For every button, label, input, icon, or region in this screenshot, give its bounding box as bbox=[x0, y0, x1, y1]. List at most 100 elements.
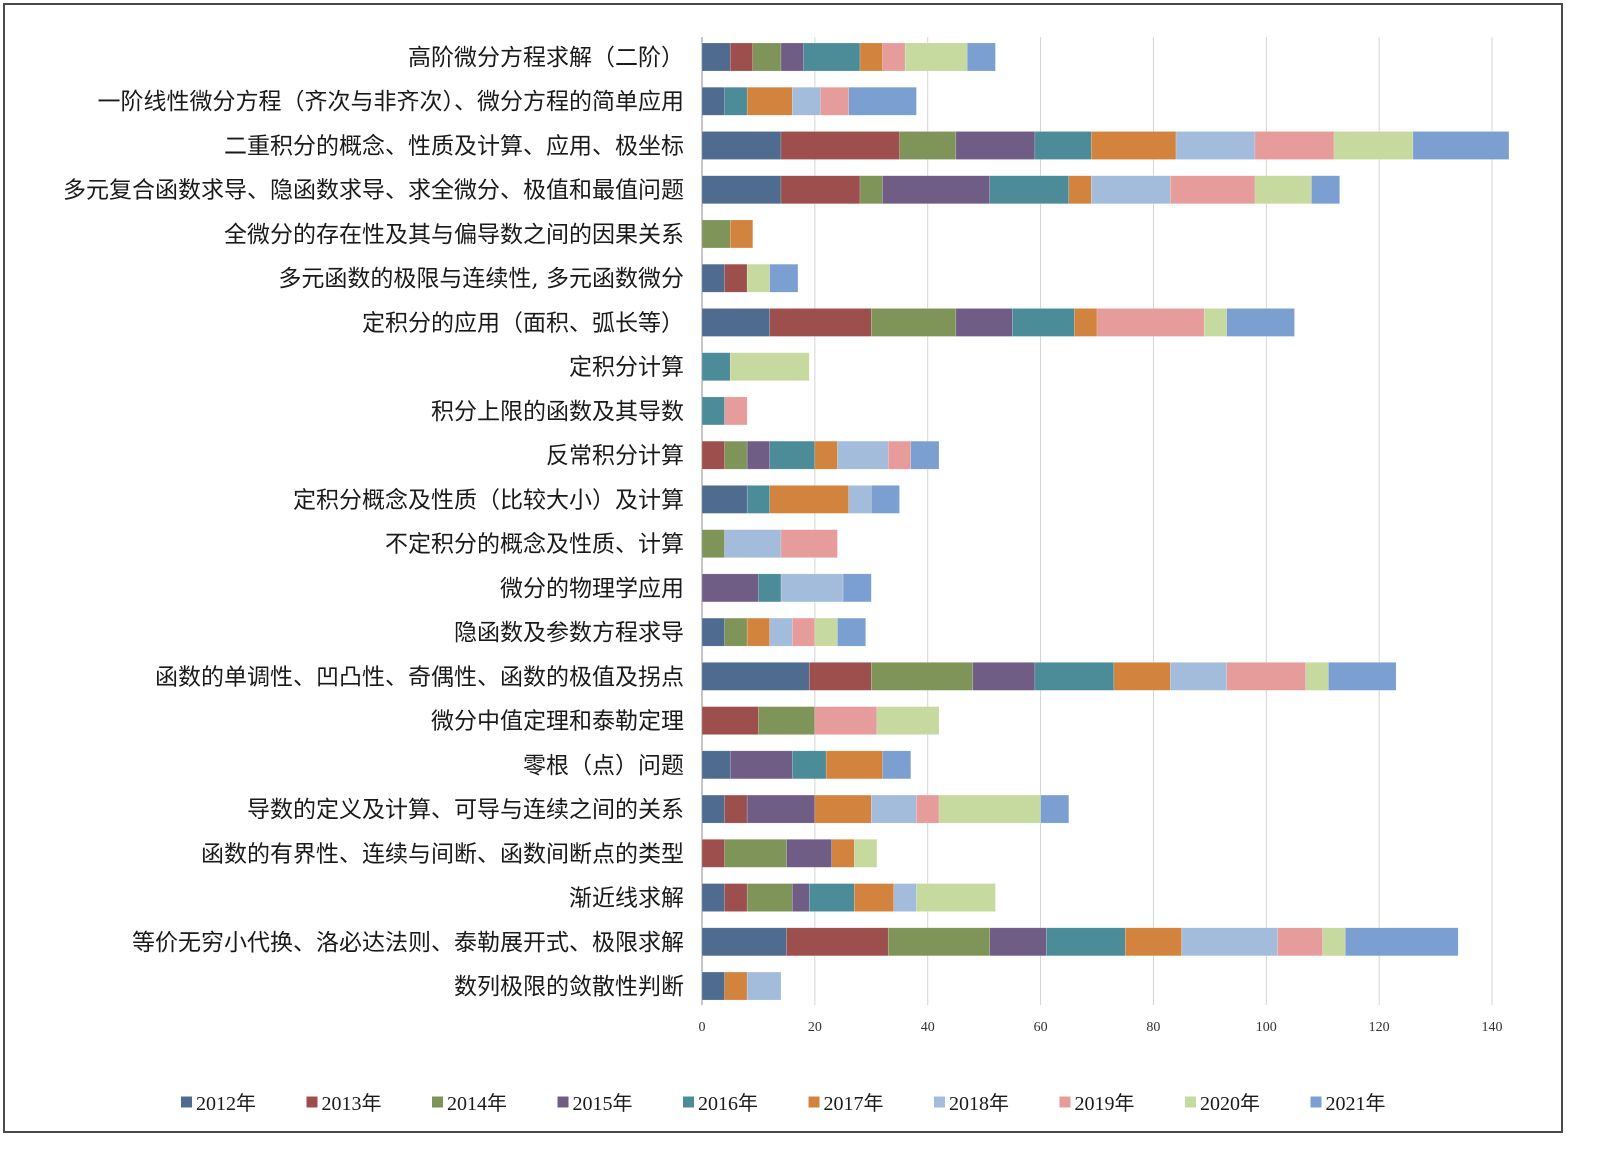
bar-segment bbox=[910, 440, 940, 470]
category-label: 多元复合函数求导、隐函数求导、求全微分、极值和最值问题 bbox=[63, 178, 684, 204]
bar-segment bbox=[746, 485, 770, 514]
bar-segment bbox=[876, 706, 940, 735]
bar-segment bbox=[972, 662, 1036, 691]
bar-segment bbox=[814, 617, 838, 647]
bar-segment bbox=[955, 308, 1013, 337]
x-tick-label: 140 bbox=[1482, 1020, 1503, 1035]
bar-segment bbox=[729, 352, 810, 381]
bar-segment bbox=[848, 86, 917, 116]
bar-segment bbox=[955, 131, 1036, 160]
legend-label: 2015年 bbox=[573, 1092, 633, 1115]
bar-segment bbox=[1203, 308, 1228, 337]
bar-segment bbox=[786, 839, 833, 868]
bar-segment bbox=[746, 617, 770, 647]
category-label: 定积分概念及性质（比较大小）及计算 bbox=[293, 487, 684, 513]
bar-segment bbox=[893, 883, 917, 912]
bar-segment bbox=[701, 883, 725, 912]
bar-segment bbox=[780, 529, 838, 558]
bar-segment bbox=[769, 263, 799, 293]
bar-segment bbox=[1322, 927, 1346, 957]
bar-segment bbox=[701, 706, 759, 735]
legend-swatch bbox=[306, 1096, 318, 1108]
x-tick-label: 20 bbox=[808, 1020, 822, 1035]
bar-segment bbox=[792, 86, 821, 116]
bar-segment bbox=[769, 485, 849, 514]
bar-segment bbox=[746, 263, 770, 293]
bar-segment bbox=[1074, 308, 1098, 337]
bar-segment bbox=[1175, 131, 1256, 160]
bar-segment bbox=[701, 839, 725, 868]
x-tick-label: 100 bbox=[1256, 1020, 1277, 1035]
category-label: 反常积分计算 bbox=[546, 443, 684, 469]
legend-swatch bbox=[1185, 1096, 1196, 1108]
category-label: 多元函数的极限与连续性, 多元函数微分 bbox=[278, 266, 684, 292]
bar-segment bbox=[724, 440, 748, 470]
bar-segment bbox=[701, 396, 725, 426]
bar-segment bbox=[1091, 131, 1177, 160]
bar-segment bbox=[701, 42, 731, 72]
bar-segment bbox=[1345, 927, 1459, 957]
bar-segment bbox=[724, 794, 748, 824]
category-label: 数列极限的敛散性判断 bbox=[454, 974, 684, 1000]
bar-segment bbox=[701, 263, 725, 293]
bar-segment bbox=[729, 219, 754, 249]
bar-segment bbox=[1412, 131, 1510, 160]
bar-segment bbox=[701, 440, 725, 470]
bar-segment bbox=[882, 42, 906, 72]
category-label: 隐函数及参数方程求导 bbox=[454, 620, 684, 646]
bar-segment bbox=[871, 794, 917, 824]
bar-segment bbox=[701, 662, 810, 691]
legend-swatch bbox=[1310, 1096, 1322, 1108]
category-label: 一阶线性微分方程（齐次与非齐次）、微分方程的简单应用 bbox=[98, 89, 685, 115]
bar-segment bbox=[887, 440, 912, 470]
legend-swatch bbox=[683, 1096, 694, 1108]
legend-swatch bbox=[181, 1096, 192, 1108]
bar-segment bbox=[729, 42, 754, 72]
x-tick-label: 80 bbox=[1146, 1020, 1160, 1035]
bar-segment bbox=[1012, 308, 1075, 337]
bar-segment bbox=[859, 175, 883, 204]
legend-label: 2017年 bbox=[824, 1092, 884, 1115]
legend-label: 2014年 bbox=[447, 1092, 507, 1115]
bar-segment bbox=[780, 175, 861, 204]
bar-segment bbox=[701, 573, 759, 603]
bar-segment bbox=[871, 662, 974, 691]
bar-segment bbox=[1277, 927, 1323, 957]
category-label: 定积分的应用（面积、弧长等） bbox=[362, 310, 684, 336]
bar-segment bbox=[1305, 662, 1329, 691]
legend-label: 2012年 bbox=[196, 1092, 256, 1115]
bar-segment bbox=[808, 662, 872, 691]
bar-segment bbox=[882, 750, 912, 780]
x-tick-labels: 0 20 40 60 80 100 120 140 bbox=[699, 1020, 1503, 1035]
bar-segment bbox=[701, 219, 731, 249]
bar-segment bbox=[1181, 927, 1278, 957]
bar-segment bbox=[758, 706, 816, 735]
bar-segment bbox=[1311, 175, 1340, 204]
bar-segment bbox=[780, 131, 900, 160]
bar-segment bbox=[837, 617, 866, 647]
bar-segment bbox=[837, 440, 889, 470]
bar-segment bbox=[701, 927, 787, 957]
bar-segment bbox=[842, 573, 872, 603]
bar-segment bbox=[701, 485, 748, 514]
x-tick-label: 60 bbox=[1034, 1020, 1048, 1035]
legend: 2012年 2013年 2014年 2015年 2016年 2017年 2018年 2019年… bbox=[181, 1092, 1386, 1115]
bar-segment bbox=[825, 750, 883, 780]
bar-segment bbox=[746, 440, 770, 470]
bar-segment bbox=[814, 794, 872, 824]
category-label: 等价无穷小代换、洛必达法则、泰勒展开式、极限求解 bbox=[132, 930, 684, 956]
bar-segment bbox=[989, 175, 1070, 204]
bar-segment bbox=[814, 706, 878, 735]
bar-segment bbox=[1034, 662, 1115, 691]
bar-segment bbox=[1254, 175, 1312, 204]
bar-segment bbox=[1254, 131, 1335, 160]
bar-segment bbox=[701, 794, 725, 824]
bar-segment bbox=[871, 485, 900, 514]
bar-segment bbox=[1091, 175, 1171, 204]
legend-label: 2020年 bbox=[1200, 1092, 1260, 1115]
bar-segment bbox=[854, 883, 895, 912]
bar-segment bbox=[792, 617, 816, 647]
category-label: 微分中值定理和泰勒定理 bbox=[431, 709, 684, 735]
bar-segment bbox=[803, 42, 861, 72]
bar-segment bbox=[746, 883, 793, 912]
